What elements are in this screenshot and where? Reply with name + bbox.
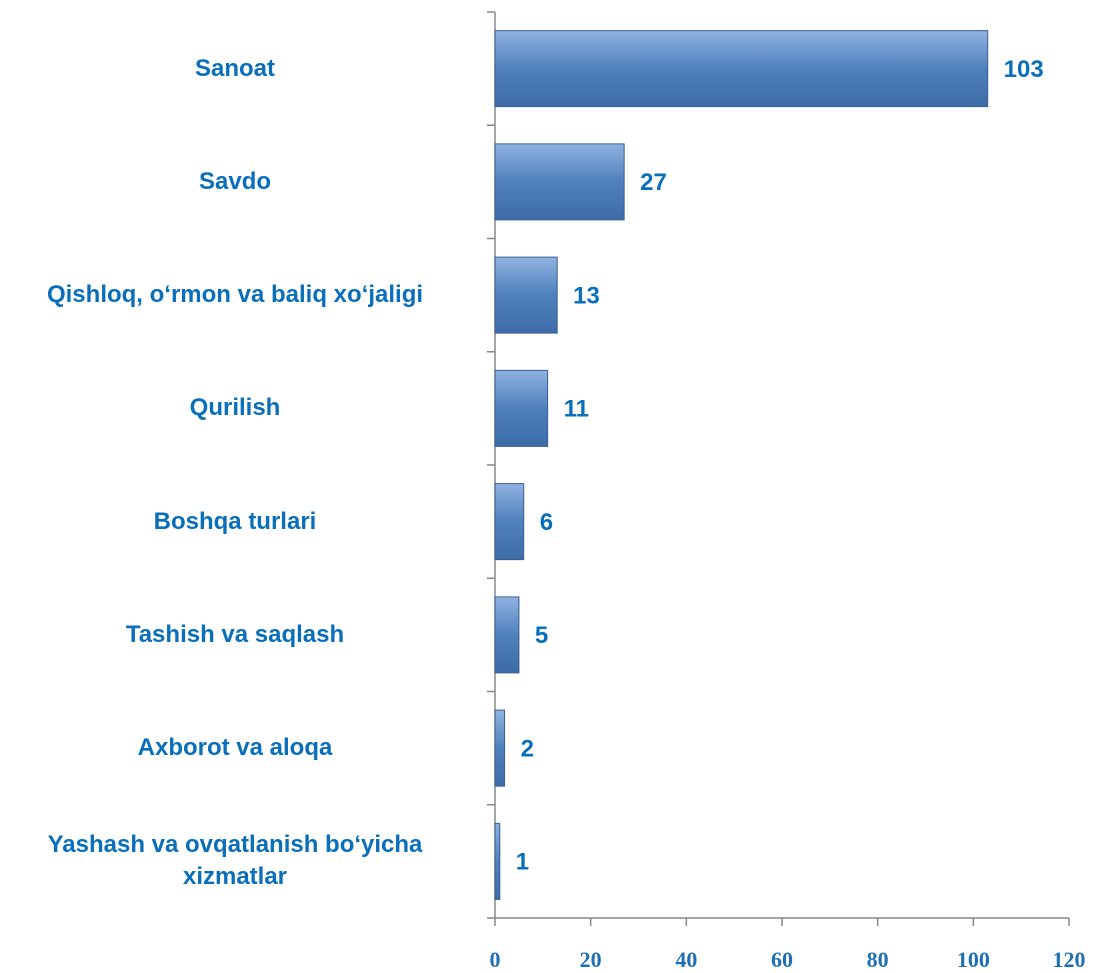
x-tick-label: 120 [1053, 947, 1086, 972]
x-tick-label: 80 [867, 947, 889, 972]
category-label: Axborot va aloqa [137, 734, 333, 762]
bar [494, 822, 501, 900]
value-label: 6 [540, 509, 553, 536]
category-label: Qishloq, o‘rmon va baliq xo‘jaligi [46, 281, 424, 309]
value-label: 2 [521, 735, 534, 762]
bar [494, 256, 558, 334]
category-label: Savdo [198, 167, 272, 195]
category-label: Boshqa turlari [153, 507, 317, 535]
value-label: 11 [564, 396, 589, 423]
bar [494, 483, 525, 561]
bar [494, 30, 989, 108]
category-label: Sanoat [194, 54, 275, 82]
value-label: 27 [640, 169, 667, 196]
bar [494, 369, 549, 447]
x-tick-label: 60 [771, 947, 793, 972]
value-label: 13 [573, 282, 600, 309]
x-tick-label: 40 [675, 947, 697, 972]
category-label: Tashish va saqlash [125, 620, 345, 648]
x-tick-label: 0 [490, 947, 501, 972]
value-label: 5 [535, 622, 548, 649]
category-label: Yashash va ovqatlanish bo‘yicha xizmatla… [47, 831, 423, 891]
bar [494, 143, 625, 221]
value-label: 1 [516, 849, 529, 876]
category-label: Qurilish [189, 394, 281, 422]
bar [494, 709, 506, 787]
bar [494, 596, 520, 674]
x-tick-label: 100 [957, 947, 990, 972]
x-tick-label: 20 [580, 947, 602, 972]
value-label: 103 [1004, 56, 1044, 83]
